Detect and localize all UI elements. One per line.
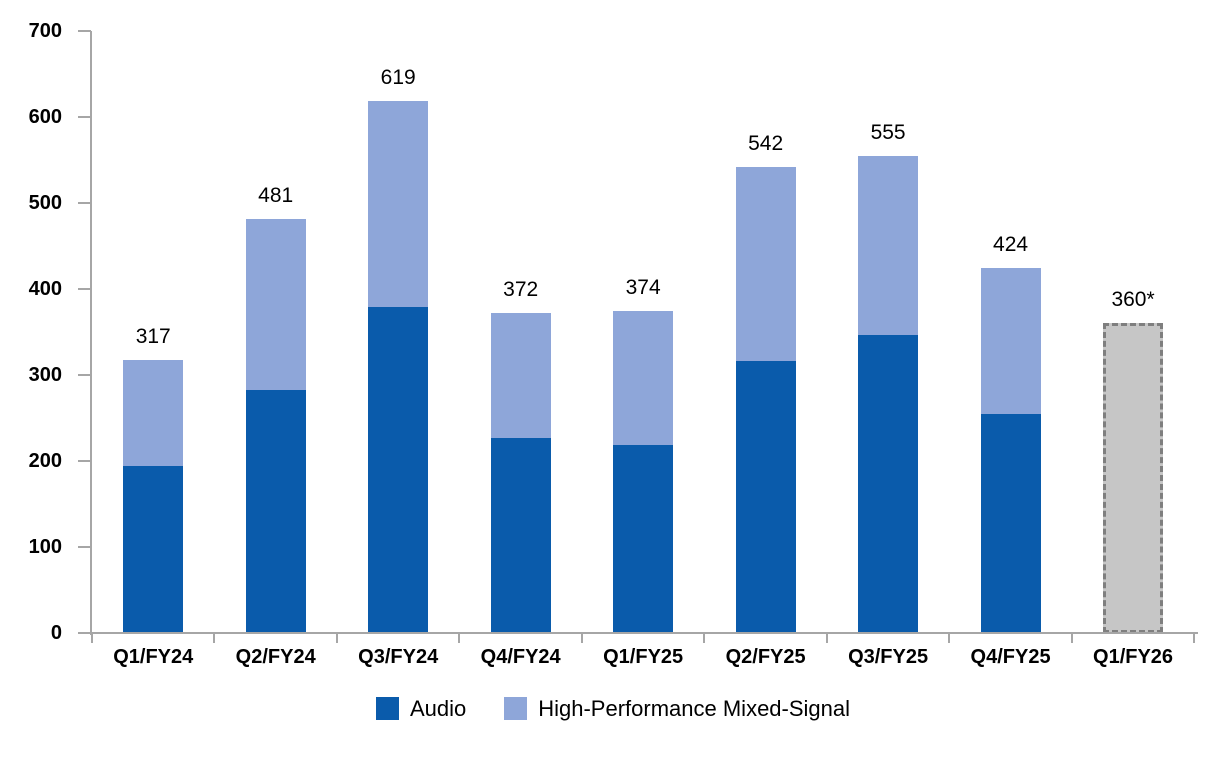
y-axis-tick	[78, 546, 91, 548]
y-axis-tick	[78, 374, 91, 376]
x-axis-tick	[213, 633, 216, 643]
legend-label: High-Performance Mixed-Signal	[538, 695, 851, 721]
bar-segment-high-performance-mixed-signal-q1-fy24	[123, 360, 184, 467]
y-axis-tick-label: 0	[50, 622, 62, 644]
x-axis-category-label-q4-fy24: Q4/FY24	[480, 646, 561, 668]
bar-segment-audio-q3-fy24	[368, 307, 429, 633]
bar-segment-audio-q1-fy24	[123, 466, 184, 633]
y-axis-tick-label: 700	[28, 20, 62, 42]
x-axis-tick	[1193, 633, 1196, 643]
y-axis-tick	[78, 288, 91, 290]
x-axis-category-label-q3-fy24: Q3/FY24	[358, 646, 439, 668]
y-axis-tick-label: 200	[28, 450, 62, 472]
y-axis-line	[90, 31, 92, 635]
bar-value-label-q1-fy25: 374	[625, 276, 661, 300]
bar-segment-high-performance-mixed-signal-q2-fy24	[245, 219, 306, 390]
x-axis-tick	[580, 633, 583, 643]
legend-item-audio: Audio	[375, 695, 467, 721]
y-axis-tick-label: 600	[28, 106, 62, 128]
x-axis-tick	[458, 633, 461, 643]
legend-swatch-icon	[375, 697, 399, 720]
y-axis-tick	[78, 460, 91, 462]
bar-segment-high-performance-mixed-signal-q3-fy24	[368, 100, 429, 308]
x-axis-tick	[91, 633, 93, 643]
y-axis-tick	[78, 202, 91, 204]
bar-segment-audio-q3-fy25	[858, 335, 919, 633]
bar-segment-high-performance-mixed-signal-q1-fy25	[613, 311, 674, 445]
bar-segment-audio-q2-fy24	[245, 389, 306, 633]
x-axis-category-label-q4-fy25: Q4/FY25	[970, 646, 1051, 668]
x-axis-line	[78, 632, 1199, 634]
bar-value-label-q2-fy24: 481	[258, 184, 294, 208]
x-axis-tick	[825, 633, 828, 643]
y-axis-tick-label: 300	[28, 364, 62, 386]
bar-value-label-q3-fy24: 619	[380, 65, 416, 89]
bar-segment-high-performance-mixed-signal-q4-fy25	[980, 268, 1041, 414]
x-axis-tick	[948, 633, 951, 643]
bar-segment-high-performance-mixed-signal-q2-fy25	[735, 166, 796, 362]
bar-value-label-q3-fy25: 555	[870, 120, 906, 144]
bar-segment-audio-q1-fy25	[613, 444, 674, 633]
x-axis-category-label-q1-fy26: Q1/FY26	[1093, 646, 1174, 668]
bar-value-label-q1-fy24: 317	[135, 325, 171, 349]
y-axis-tick	[78, 30, 91, 32]
legend-label: Audio	[409, 695, 467, 721]
x-axis-category-label-q3-fy25: Q3/FY25	[848, 646, 929, 668]
bar-segment-audio-q2-fy25	[735, 361, 796, 633]
bar-segment-audio-q4-fy24	[490, 437, 551, 633]
legend-item-high-performance-mixed-signal: High-Performance Mixed-Signal	[504, 697, 850, 720]
bar-value-label-q4-fy25: 424	[993, 233, 1029, 257]
x-axis-tick	[1070, 633, 1073, 643]
bar-segment-high-performance-mixed-signal-q4-fy24	[490, 313, 551, 438]
bar-value-label-q2-fy25: 542	[748, 131, 784, 155]
bar-value-label-q1-fy26: 360*	[1111, 288, 1155, 312]
x-axis-tick	[703, 633, 706, 643]
x-axis-category-label-q1-fy24: Q1/FY24	[113, 646, 194, 668]
y-axis-tick-label: 100	[28, 536, 62, 558]
bar-value-label-q4-fy24: 372	[503, 278, 539, 302]
y-axis-tick-label: 500	[28, 192, 62, 214]
legend-swatch-icon	[504, 697, 528, 720]
legend: Audio High-Performance Mixed-Signal	[0, 697, 1226, 720]
y-axis-tick	[78, 116, 91, 118]
x-axis-category-label-q2-fy25: Q2/FY25	[725, 646, 806, 668]
bar-segment-audio-q4-fy25	[980, 413, 1041, 633]
y-axis-tick-label: 400	[28, 278, 62, 300]
x-axis-category-label-q1-fy25: Q1/FY25	[603, 646, 684, 668]
forecast-bar-q1-fy26	[1103, 323, 1164, 633]
bar-segment-high-performance-mixed-signal-q3-fy25	[858, 155, 919, 336]
x-axis-category-label-q2-fy24: Q2/FY24	[235, 646, 316, 668]
x-axis-tick	[335, 633, 338, 643]
